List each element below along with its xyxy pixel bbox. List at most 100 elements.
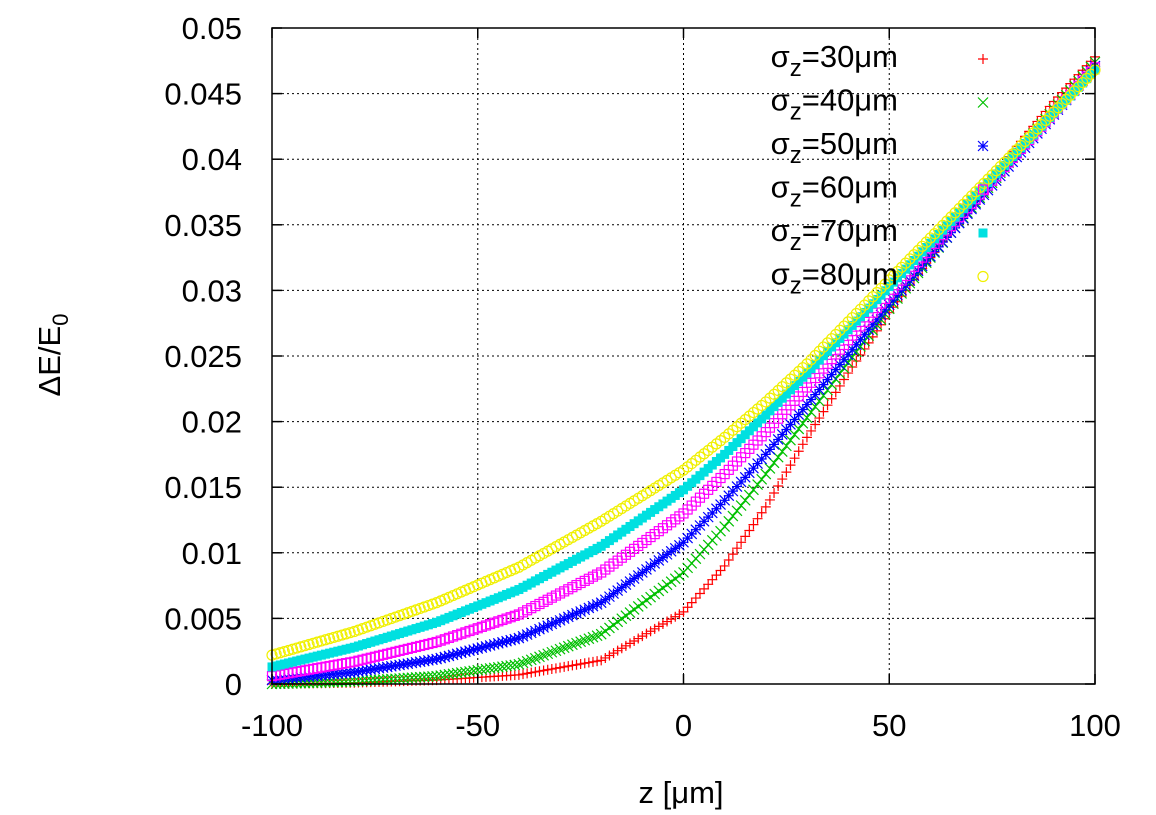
legend-label: σz=60μm xyxy=(771,170,898,213)
data-point xyxy=(727,549,738,560)
legend-label-value: =60μm xyxy=(802,170,898,205)
data-point xyxy=(328,631,340,644)
legend-label-subscript: z xyxy=(790,55,802,82)
data-point xyxy=(381,661,393,673)
data-point xyxy=(1072,81,1085,93)
data-point xyxy=(772,384,784,397)
data-point xyxy=(1077,76,1089,89)
data-point xyxy=(735,417,747,429)
legend-marker xyxy=(978,228,988,238)
series-60m xyxy=(266,62,1101,682)
data-point xyxy=(620,640,631,651)
data-point xyxy=(373,662,385,674)
data-point xyxy=(398,658,410,670)
data-point xyxy=(369,663,381,675)
data-point xyxy=(801,358,813,370)
data-point xyxy=(620,579,632,590)
data-point xyxy=(863,324,875,336)
data-point xyxy=(735,500,747,511)
legend-label-value: =50μm xyxy=(802,126,898,161)
data-point xyxy=(928,228,941,240)
data-point xyxy=(949,207,961,219)
legend-label-symbol: σ xyxy=(771,83,790,118)
data-point xyxy=(776,381,788,393)
data-point xyxy=(480,641,492,652)
data-point xyxy=(555,662,566,673)
data-point xyxy=(871,286,883,299)
data-point xyxy=(941,215,953,227)
data-point xyxy=(961,194,974,206)
data-point xyxy=(443,650,455,662)
data-point xyxy=(278,645,290,658)
data-point xyxy=(822,384,833,396)
data-point xyxy=(776,429,788,440)
data-point xyxy=(410,656,422,668)
data-point xyxy=(534,651,545,663)
legend-label: σz=70μm xyxy=(771,213,898,256)
data-point xyxy=(809,401,821,413)
data-point xyxy=(895,261,908,273)
data-point xyxy=(579,658,590,669)
data-point xyxy=(361,664,373,676)
data-point xyxy=(518,669,529,680)
data-point xyxy=(863,295,875,307)
data-point xyxy=(751,403,764,415)
legend-label-symbol: σ xyxy=(771,39,790,74)
data-point xyxy=(521,655,533,667)
data-point xyxy=(830,364,842,376)
data-point xyxy=(850,307,862,320)
data-point xyxy=(924,232,937,244)
data-point xyxy=(472,643,484,655)
data-point xyxy=(612,645,623,656)
data-point xyxy=(813,345,825,357)
data-point xyxy=(990,165,1002,177)
data-point xyxy=(373,674,385,686)
legend-marker xyxy=(977,184,989,195)
y-tick-label: 0.04 xyxy=(182,142,242,177)
data-point xyxy=(546,646,558,658)
x-tick-label: 50 xyxy=(872,708,906,743)
data-point xyxy=(912,244,924,257)
data-point xyxy=(595,597,607,609)
data-point xyxy=(385,673,397,685)
data-point xyxy=(747,406,760,419)
data-point xyxy=(525,654,537,666)
data-point xyxy=(653,621,664,632)
data-point xyxy=(492,637,504,649)
data-point xyxy=(821,337,834,349)
data-point xyxy=(871,314,883,326)
data-point xyxy=(522,668,533,679)
data-point xyxy=(809,349,821,362)
data-point xyxy=(406,657,418,669)
data-point xyxy=(891,265,904,278)
data-point xyxy=(649,623,660,634)
data-point xyxy=(632,570,644,581)
data-point xyxy=(554,643,566,655)
data-point xyxy=(838,354,850,366)
data-point xyxy=(509,633,521,645)
data-point xyxy=(381,673,393,685)
data-point xyxy=(377,674,389,685)
data-point xyxy=(422,671,434,683)
data-point xyxy=(616,643,627,654)
series-80m xyxy=(266,64,1101,661)
data-point xyxy=(780,424,792,435)
data-point xyxy=(731,421,743,433)
data-point xyxy=(592,656,603,667)
data-point xyxy=(1007,148,1019,160)
data-point xyxy=(431,653,443,665)
data-point xyxy=(739,494,751,506)
data-point xyxy=(459,646,471,658)
data-point xyxy=(550,616,562,628)
legend-marker xyxy=(978,54,988,64)
data-point xyxy=(530,666,541,677)
data-point xyxy=(629,635,640,646)
data-point xyxy=(575,636,587,648)
data-point xyxy=(435,652,447,664)
data-point xyxy=(637,631,648,642)
data-point xyxy=(616,582,628,593)
data-point xyxy=(563,661,574,672)
data-point xyxy=(784,373,797,385)
legend-label-symbol: σ xyxy=(771,213,790,248)
data-point xyxy=(550,645,562,657)
